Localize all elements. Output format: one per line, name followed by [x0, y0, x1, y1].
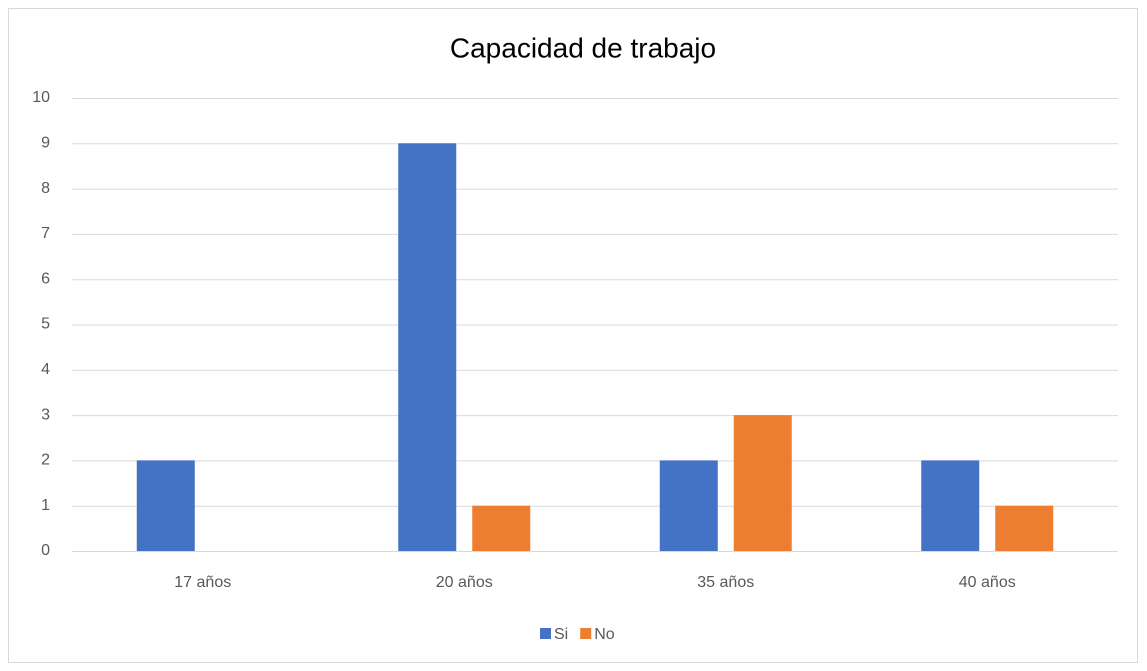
x-tick-label: 35 años: [697, 574, 754, 591]
x-tick-label: 17 años: [174, 574, 231, 591]
legend-label: No: [594, 626, 615, 643]
y-tick-label: 3: [41, 406, 50, 423]
legend-swatch: [540, 628, 551, 639]
bar: [472, 505, 531, 551]
y-tick-label: 4: [41, 361, 50, 378]
y-tick-label: 5: [41, 316, 50, 333]
bar: [398, 143, 457, 552]
legend-swatch: [580, 628, 592, 639]
bar: [921, 460, 980, 551]
bar: [733, 415, 792, 551]
bar: [659, 460, 718, 551]
y-tick-label: 7: [41, 225, 50, 242]
bar: [136, 460, 195, 551]
bar: [995, 505, 1054, 551]
y-tick-label: 9: [41, 135, 50, 152]
y-tick-label: 8: [41, 180, 50, 197]
x-tick-label: 20 años: [436, 574, 493, 591]
x-tick-label: 40 años: [959, 574, 1016, 591]
y-tick-label: 6: [41, 270, 50, 287]
chart-border: [8, 8, 1138, 663]
y-tick-label: 10: [32, 89, 50, 106]
y-tick-label: 1: [41, 497, 50, 514]
chart-title: Capacidad de trabajo: [450, 32, 716, 63]
y-tick-label: 0: [41, 542, 50, 559]
legend-label: Si: [554, 626, 568, 643]
y-tick-label: 2: [41, 452, 50, 469]
